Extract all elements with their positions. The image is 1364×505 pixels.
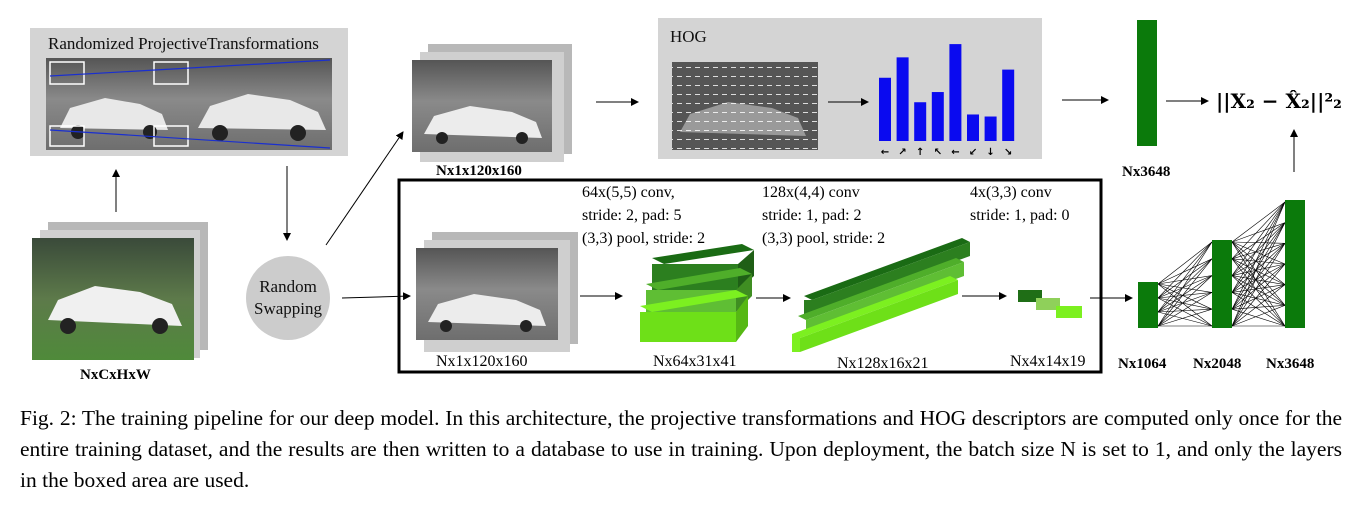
fc-label: Nx2048	[1193, 356, 1241, 372]
conv2-block	[792, 238, 970, 352]
input-label: NxCxHxW	[80, 367, 151, 383]
conv2-line: 128x(4,4) conv	[762, 184, 860, 201]
hog-orientation-arrow: ↘	[1004, 147, 1012, 158]
conv2-line: stride: 1, pad: 2	[762, 207, 862, 224]
hog-bar	[879, 77, 891, 141]
conv1-block	[640, 244, 754, 342]
hog-orientation-arrow: ↗	[898, 147, 906, 158]
fc-label: Nx1064	[1118, 356, 1167, 372]
conv1-line: stride: 2, pad: 5	[582, 207, 682, 224]
conv3-line: stride: 1, pad: 0	[970, 207, 1070, 224]
hog-orientation-arrow: ↓	[986, 147, 994, 158]
hog-bar	[949, 44, 962, 141]
input-image-stack	[32, 222, 208, 360]
fc-label: Nx3648	[1266, 356, 1314, 372]
conv3-out-label: Nx4x14x19	[1010, 353, 1086, 370]
figure-caption: Fig. 2: The training pipeline for our de…	[20, 406, 1342, 492]
hog-orientation-arrows: ← ↗ ↑ ↖ ← ↙ ↓ ↘	[881, 147, 1013, 158]
hog-orientation-arrow: ←	[951, 147, 959, 158]
hog-bar	[1002, 69, 1015, 141]
hog-bar	[914, 102, 927, 141]
hog-title: HOG	[670, 27, 707, 46]
hog-bar	[896, 57, 909, 141]
top-patch-label: Nx1x120x160	[436, 163, 522, 179]
target-vector-label: Nx3648	[1122, 164, 1170, 180]
hog-orientation-arrow: ↑	[916, 147, 924, 158]
hog-orientation-arrow: ←	[881, 147, 889, 158]
bottom-patch-stack	[416, 232, 578, 352]
hog-orientation-arrow: ↙	[969, 147, 977, 158]
rand-proj-title: Randomized ProjectiveTransformations	[48, 34, 319, 53]
conv3-block	[1018, 290, 1082, 318]
top-patch-stack	[412, 44, 572, 162]
svg-text:Random: Random	[259, 277, 317, 296]
bottom-patch-label: Nx1x120x160	[436, 353, 528, 370]
hog-panel: HOG	[658, 18, 1042, 159]
hog-bar	[967, 114, 979, 141]
fc-layer-3648	[1285, 200, 1305, 328]
patch-box	[49, 61, 85, 85]
patch-box	[49, 125, 85, 147]
patch-box	[153, 61, 189, 85]
conv1-line: (3,3) pool, stride: 2	[582, 230, 705, 247]
conv2-out-label: Nx128x16x21	[837, 355, 929, 372]
rand-proj-panel: Randomized ProjectiveTransformations	[30, 28, 348, 156]
hog-orientation-arrow: ↖	[934, 147, 942, 158]
svg-text:Swapping: Swapping	[254, 299, 323, 318]
fc-layer-1064	[1138, 282, 1158, 328]
pipeline-diagram: Randomized ProjectiveTransformations NxC…	[30, 18, 1342, 383]
projection-line	[49, 59, 331, 77]
conv3-line: 4x(3,3) conv	[970, 184, 1052, 201]
car-gray-2	[198, 94, 326, 141]
random-swapping-node: Random Swapping	[246, 256, 330, 340]
patch-box	[153, 125, 189, 147]
conv2-line: (3,3) pool, stride: 2	[762, 230, 885, 247]
loss-formula: ||X₂ − X̂₂||²₂	[1216, 89, 1342, 113]
hog-bar	[984, 116, 997, 141]
conv1-out-label: Nx64x31x41	[653, 353, 737, 370]
hog-bar	[931, 92, 944, 141]
projection-line	[49, 129, 331, 149]
fc-connections	[1157, 201, 1286, 327]
hog-histogram	[879, 44, 1015, 141]
fc-layer-2048	[1212, 240, 1232, 328]
deployment-box	[397, 178, 1103, 374]
conv1-line: 64x(5,5) conv,	[582, 184, 675, 201]
target-vector-bar	[1137, 20, 1157, 146]
